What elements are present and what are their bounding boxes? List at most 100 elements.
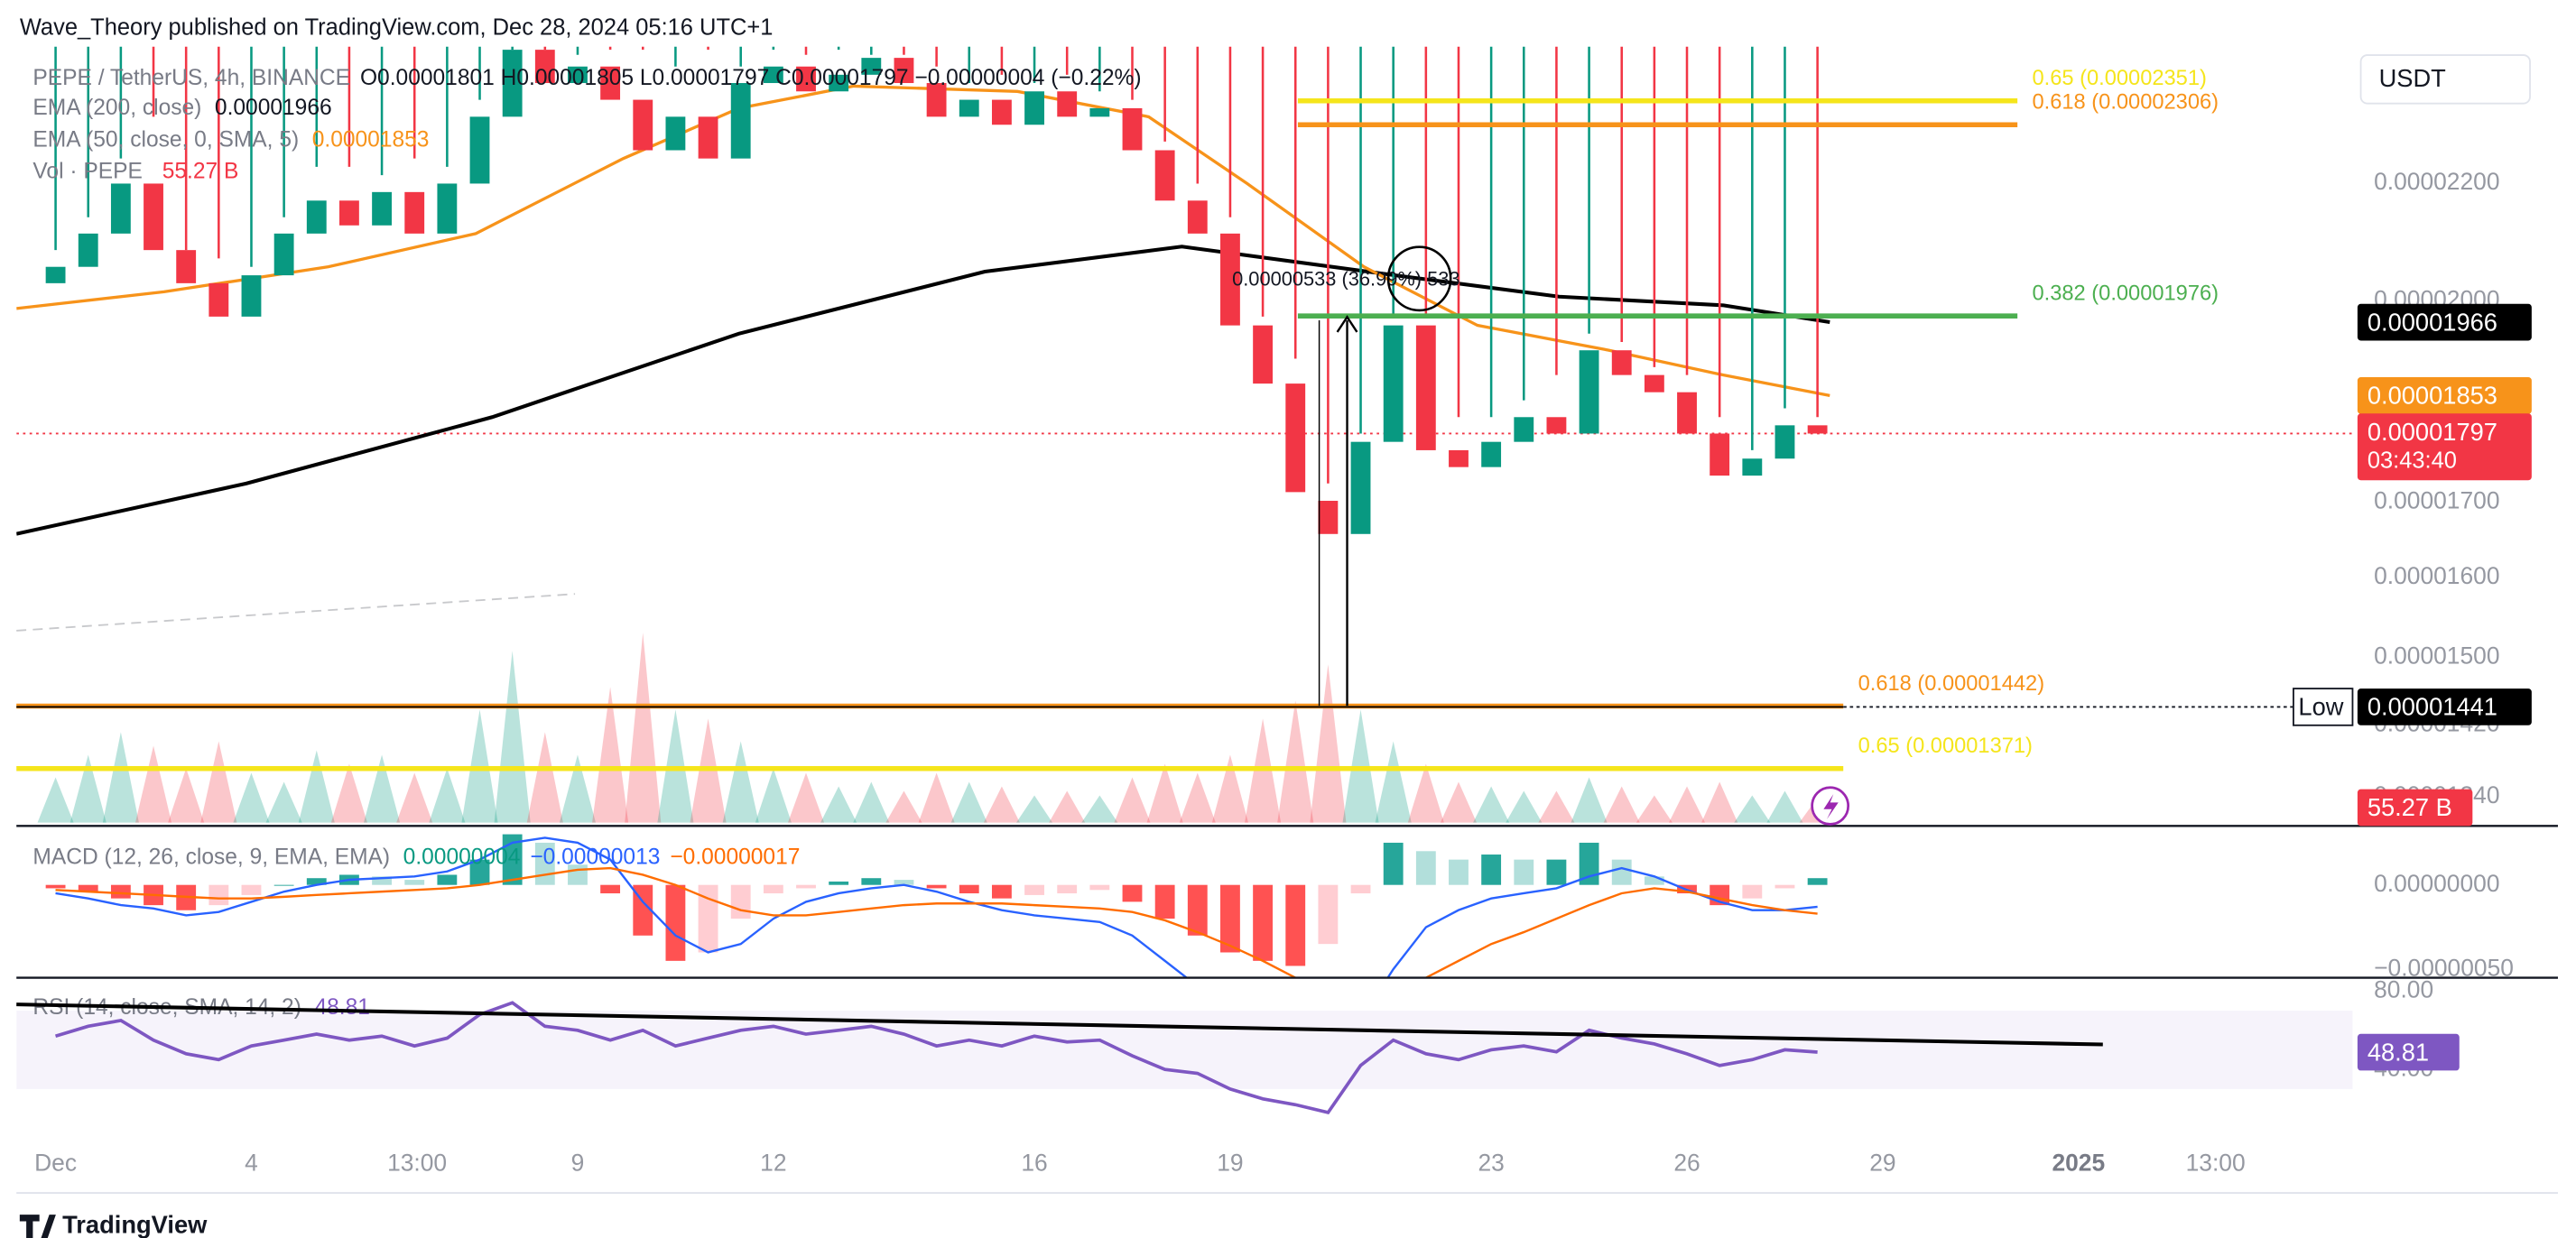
volume-area: [918, 772, 955, 823]
x-tick-label: 12: [760, 1150, 786, 1177]
last-price: 0.00001797: [2368, 418, 2497, 446]
volume-area: [168, 768, 205, 823]
volume-tag-box: [2357, 789, 2473, 827]
volume-area: [1734, 795, 1771, 823]
overlay: [16, 245, 2103, 1047]
volume-area: [755, 768, 792, 823]
candle-body: [1318, 501, 1339, 534]
macd-pane: [45, 834, 1828, 978]
candle-body: [45, 266, 66, 283]
macd-histogram: [1122, 884, 1143, 902]
volume-area: [526, 732, 563, 823]
candle-body: [404, 191, 425, 234]
volume-area: [1407, 763, 1444, 823]
x-tick-label: 19: [1217, 1150, 1243, 1177]
volume-area: [135, 745, 172, 823]
candle-body: [633, 99, 653, 151]
candle-body: [78, 233, 98, 267]
fib-label: 0.382 (0.00001976): [2033, 281, 2219, 305]
candle-body: [1253, 325, 1274, 384]
volume-area: [1440, 781, 1478, 823]
volume-area: [625, 633, 662, 823]
volume-area: [1049, 790, 1086, 823]
legend-value: 55.27 B: [162, 159, 239, 183]
candle-body: [372, 191, 392, 226]
volume-area: [364, 754, 401, 823]
candle-body: [959, 99, 979, 117]
macd-histogram: [306, 878, 327, 885]
volume-area: [1635, 795, 1673, 823]
volume-area: [1342, 709, 1379, 823]
macd-histogram: [241, 884, 262, 895]
macd-histogram: [1644, 876, 1664, 885]
candle-body: [1774, 425, 1795, 459]
fib-label: 0.65 (0.00001371): [1858, 734, 2033, 758]
candle-body: [1742, 458, 1763, 476]
volume-area: [69, 754, 107, 823]
low-label: Low: [2298, 692, 2343, 720]
macd-histogram: [1774, 884, 1795, 889]
volume-area: [1310, 664, 1347, 823]
legend-value: 0.00001853: [312, 127, 430, 152]
macd-histogram: [665, 884, 686, 961]
candle-body: [568, 66, 588, 84]
currency-label[interactable]: USDT: [2379, 64, 2446, 92]
candle-body: [1089, 107, 1110, 117]
candle-body: [1350, 441, 1371, 534]
macd-histogram: [404, 880, 425, 885]
currency-button[interactable]: [2359, 54, 2531, 105]
candle-body: [1677, 392, 1697, 434]
candle-body: [1057, 91, 1078, 117]
macd-line: [55, 836, 1818, 978]
volume-area: [330, 763, 367, 823]
candle-body: [534, 50, 555, 84]
candle-body: [144, 183, 163, 251]
volume-area: [265, 781, 302, 823]
y-tick-label: 0.00001600: [2374, 562, 2499, 589]
y-tick-label: −0.00000050: [2374, 954, 2514, 981]
countdown: 03:43:40: [2368, 448, 2457, 474]
macd-histogram: [894, 880, 914, 885]
macd-histogram: [698, 884, 718, 953]
macd-histogram: [502, 834, 523, 885]
candle-body: [600, 66, 621, 100]
volume-area: [102, 732, 139, 823]
macd-histogram: [829, 881, 849, 885]
symbol: PEPE / TetherUS, 4h, BINANCE: [32, 65, 350, 89]
volume-area: [885, 790, 922, 823]
brand-logo: [19, 1215, 56, 1238]
macd-histogram: [1514, 859, 1534, 885]
legend-value: 0.00000004: [403, 845, 521, 869]
volume-area: [1375, 741, 1412, 823]
legend-macd: MACD (12, 26, close, 9, EMA, EMA) 0.00000…: [32, 845, 800, 869]
volume-area: [37, 777, 74, 823]
volume-area: [200, 741, 237, 823]
candle-body: [1449, 449, 1469, 467]
ema-price-tag: 0.00001853: [2368, 381, 2497, 409]
x-tick-label: Dec: [34, 1150, 77, 1177]
candle-body: [1024, 91, 1044, 125]
rsi-line: [55, 1001, 1818, 1115]
macd-histogram: [1742, 884, 1763, 899]
candle-body: [1481, 441, 1502, 467]
candle-body: [1611, 350, 1632, 375]
y-tick-label: 0.00001700: [2374, 487, 2499, 514]
macd-histogram: [1253, 884, 1274, 961]
volume-area: [1179, 772, 1216, 823]
volume-area: [983, 786, 1020, 823]
legend-value: 48.81: [314, 994, 369, 1019]
rsi-trendline: [16, 1002, 2103, 1047]
candle-body: [110, 183, 131, 234]
rsi-band: [16, 1011, 2353, 1089]
macd-histogram: [861, 878, 882, 885]
last-price-box: [2357, 413, 2532, 481]
macd-histogram: [1024, 884, 1044, 895]
candle-body: [1285, 383, 1306, 493]
candle-body: [894, 58, 914, 84]
candle-body: [861, 58, 882, 75]
measure-label: 0.00000533 (36.99%) 533: [1232, 267, 1459, 290]
y-tick-label: 0.00001500: [2374, 642, 2499, 669]
volume-area: [1571, 777, 1608, 823]
legend-name: MACD (12, 26, close, 9, EMA, EMA): [32, 845, 390, 869]
